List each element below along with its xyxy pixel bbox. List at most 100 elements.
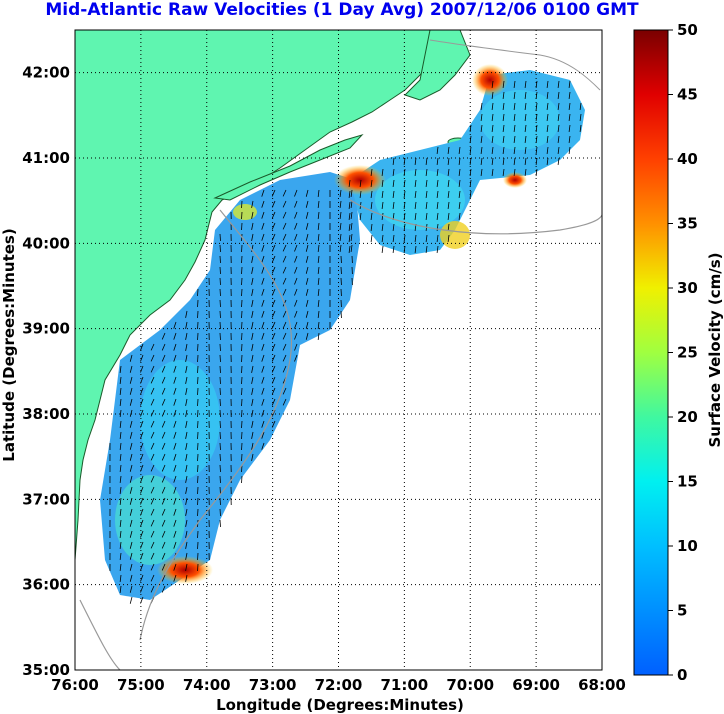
velocity-arrow: [282, 321, 287, 329]
velocity-arrow: [261, 354, 265, 362]
velocity-arrow: [317, 266, 320, 274]
velocity-arrow: [119, 464, 122, 472]
velocity-arrow: [150, 398, 155, 406]
velocity-arrow: [568, 102, 571, 110]
velocity-arrow: [261, 398, 265, 406]
velocity-arrow: [282, 354, 287, 362]
velocity-arrow: [140, 453, 144, 461]
velocity-arrow: [261, 420, 265, 428]
velocity-arrow: [403, 179, 406, 187]
velocity-arrow: [161, 442, 166, 450]
velocity-arrow: [140, 475, 144, 483]
y-tick-label: 40:00: [22, 234, 70, 252]
velocity-arrow: [161, 420, 166, 428]
velocity-arrow: [491, 80, 494, 88]
velocity-arrow: [251, 398, 254, 406]
velocity-arrow: [161, 497, 166, 505]
velocity-arrow: [403, 223, 406, 231]
velocity-arrow: [294, 189, 298, 197]
velocity-arrow: [305, 244, 309, 252]
velocity-arrow: [150, 486, 155, 494]
velocity-arrow: [261, 189, 265, 197]
velocity-arrow: [370, 223, 373, 231]
velocity-arrow: [150, 574, 155, 582]
velocity-arrow: [140, 563, 144, 571]
velocity-arrow: [185, 530, 188, 538]
velocity-arrow: [129, 354, 133, 362]
velocity-arrow: [294, 354, 298, 362]
velocity-arrow: [185, 376, 188, 384]
velocity-arrow: [261, 442, 265, 450]
x-tick-label: 70:00: [446, 676, 494, 694]
velocity-arrow: [185, 497, 188, 505]
velocity-arrow: [261, 321, 265, 329]
velocity-arrow: [150, 409, 155, 417]
velocity-arrow: [524, 146, 527, 154]
velocity-arrow: [546, 102, 549, 110]
velocity-arrow: [350, 244, 353, 252]
velocity-arrow: [119, 365, 122, 373]
velocity-arrow: [381, 201, 384, 209]
velocity-arrow: [524, 113, 527, 121]
velocity-arrow: [261, 277, 265, 285]
velocity-arrow: [436, 201, 439, 209]
speed-patch: [480, 90, 560, 150]
velocity-arrow: [129, 398, 133, 406]
y-tick-label: 37:00: [22, 490, 70, 508]
velocity-arrow: [305, 321, 309, 329]
velocity-arrow: [150, 464, 155, 472]
colorbar: [633, 29, 669, 676]
velocity-arrow: [458, 157, 461, 165]
velocity-arrow: [317, 233, 320, 241]
y-tick-label: 41:00: [22, 149, 70, 167]
velocity-arrow: [161, 431, 166, 439]
velocity-arrow: [546, 113, 549, 121]
velocity-arrow: [348, 212, 351, 220]
velocity-arrow: [436, 146, 439, 154]
velocity-arrow: [140, 354, 144, 362]
velocity-arrow: [282, 200, 287, 208]
velocity-arrow: [251, 409, 254, 417]
velocity-arrow: [161, 354, 166, 362]
velocity-arrow: [129, 431, 133, 439]
velocity-arrow: [173, 376, 177, 384]
x-tick-label: 72:00: [315, 676, 363, 694]
velocity-arrow: [282, 365, 287, 373]
velocity-arrow: [392, 201, 395, 209]
velocity-arrow: [425, 245, 428, 253]
velocity-arrow: [185, 552, 188, 560]
velocity-arrow: [261, 431, 265, 439]
velocity-arrow: [140, 387, 144, 395]
velocity-arrow: [173, 365, 177, 373]
velocity-arrow: [317, 189, 320, 197]
velocity-arrow: [370, 168, 373, 176]
velocity-arrow: [282, 266, 287, 274]
velocity-arrow: [546, 124, 549, 132]
velocity-arrow: [282, 398, 287, 406]
velocity-arrow: [305, 233, 309, 241]
velocity-arrow: [271, 222, 276, 230]
velocity-arrow: [251, 343, 254, 351]
velocity-arrow: [271, 266, 276, 274]
velocity-arrow: [173, 574, 177, 582]
x-tick-label: 68:00: [578, 676, 626, 694]
velocity-arrow: [469, 157, 472, 165]
velocity-arrow: [447, 179, 450, 187]
velocity-arrow: [282, 387, 287, 395]
colorbar-tick-label: 30: [677, 279, 698, 297]
speed-patch: [375, 170, 465, 230]
velocity-arrow: [261, 255, 265, 263]
velocity-arrow: [185, 519, 188, 527]
x-tick-label: 73:00: [249, 676, 297, 694]
velocity-arrow: [251, 442, 254, 450]
velocity-arrow: [185, 343, 188, 351]
velocity-arrow: [119, 519, 122, 527]
velocity-arrow: [185, 354, 188, 362]
velocity-arrow: [150, 475, 155, 483]
velocity-arrow: [436, 234, 439, 242]
velocity-arrow: [348, 201, 351, 209]
velocity-arrow: [480, 102, 483, 110]
velocity-arrow: [185, 409, 188, 417]
velocity-arrow: [173, 332, 177, 340]
velocity-arrow: [392, 157, 395, 165]
